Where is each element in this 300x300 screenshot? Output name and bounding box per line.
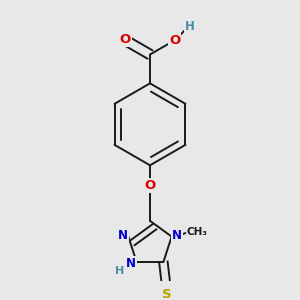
Text: CH₃: CH₃ — [187, 227, 208, 237]
Text: S: S — [162, 288, 171, 300]
Text: H: H — [115, 266, 124, 275]
Text: N: N — [172, 229, 182, 242]
Text: N: N — [126, 257, 136, 270]
Text: O: O — [169, 34, 180, 47]
Text: H: H — [185, 20, 195, 33]
Text: O: O — [144, 179, 156, 192]
Text: N: N — [118, 229, 128, 242]
Text: O: O — [120, 33, 131, 46]
